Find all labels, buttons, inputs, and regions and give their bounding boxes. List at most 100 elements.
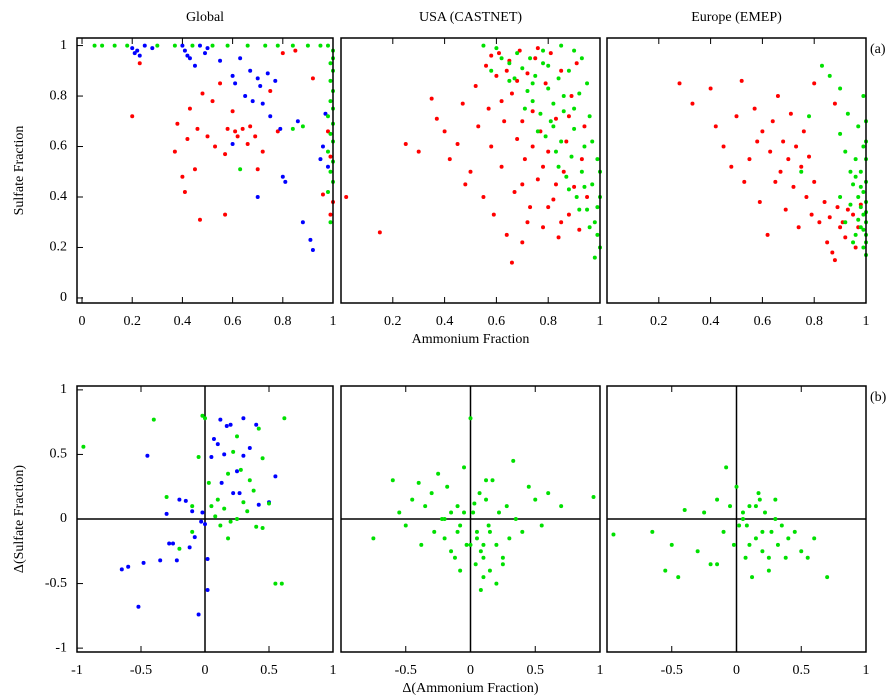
point [318, 157, 323, 162]
point [731, 542, 736, 547]
point [574, 195, 579, 199]
point [308, 237, 313, 242]
point [533, 497, 538, 502]
point [185, 53, 190, 58]
point [213, 144, 218, 149]
point [320, 192, 325, 197]
point [530, 99, 535, 104]
y-tick-label: 0.8 [50, 88, 68, 103]
point [853, 232, 858, 237]
point [512, 189, 517, 194]
point [119, 567, 124, 572]
x-tick-label: 0.4 [174, 314, 192, 329]
point [577, 227, 582, 232]
point [180, 174, 185, 179]
point [489, 68, 494, 73]
x-tick-label: -0.5 [130, 663, 152, 678]
point [520, 182, 525, 187]
point [819, 63, 824, 68]
point [125, 43, 130, 48]
point [553, 149, 558, 154]
point [290, 126, 295, 131]
point [579, 56, 584, 61]
point [248, 124, 253, 129]
point [569, 154, 574, 159]
point [807, 154, 812, 159]
point [268, 89, 273, 93]
point [238, 467, 243, 472]
point [564, 174, 569, 179]
point [218, 417, 223, 422]
point [468, 416, 473, 421]
point [775, 94, 780, 99]
point [858, 225, 863, 230]
point [526, 484, 531, 489]
point [177, 546, 182, 551]
point [734, 484, 739, 489]
point [538, 111, 543, 116]
point [235, 469, 239, 474]
point [851, 212, 856, 217]
point [768, 149, 773, 154]
point [460, 101, 465, 106]
point [577, 91, 582, 96]
point [769, 529, 774, 534]
point [530, 81, 535, 86]
point [187, 106, 192, 111]
point [328, 212, 333, 217]
point [275, 43, 280, 48]
point [273, 581, 278, 586]
x-tick-label: 0.2 [384, 314, 402, 329]
point [230, 109, 235, 114]
point [832, 258, 837, 263]
point [611, 532, 616, 537]
point [203, 522, 207, 527]
x-tick-label: 1 [597, 314, 604, 329]
point [801, 129, 806, 134]
x-tick-label: 1 [330, 663, 337, 678]
point [180, 43, 185, 48]
point [280, 174, 285, 179]
point [487, 529, 492, 534]
point [535, 129, 540, 134]
point [183, 498, 188, 503]
point [192, 63, 197, 68]
point [445, 484, 450, 489]
point [273, 474, 278, 479]
point [150, 46, 155, 51]
point [328, 169, 333, 174]
point [255, 76, 260, 81]
y-axis-label: Sulfate Fraction [12, 126, 27, 216]
point [535, 46, 540, 51]
point [248, 68, 253, 73]
point [541, 61, 546, 66]
point [238, 167, 243, 172]
point [390, 478, 395, 483]
point [241, 416, 246, 421]
point [267, 501, 271, 506]
point [328, 220, 333, 225]
point [323, 111, 328, 116]
x-tick-label: 0.8 [805, 314, 823, 329]
point [561, 169, 566, 174]
point [566, 212, 571, 217]
point [566, 68, 571, 73]
point [799, 549, 804, 554]
point [760, 549, 765, 554]
point [486, 106, 491, 111]
point [848, 169, 853, 174]
point [812, 536, 817, 541]
point [791, 184, 796, 189]
point [455, 504, 460, 509]
point [195, 126, 200, 131]
point [268, 114, 273, 119]
point [556, 164, 561, 169]
point [458, 568, 463, 573]
point [520, 66, 525, 71]
point [468, 169, 473, 174]
point [190, 43, 195, 48]
point [474, 536, 479, 541]
point [278, 126, 283, 131]
point [504, 232, 509, 237]
point [423, 504, 428, 509]
